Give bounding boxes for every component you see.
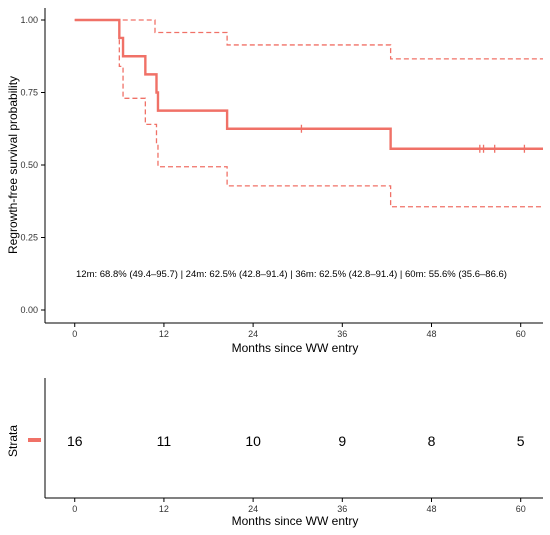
y-axis-ticks: 0.00 0.25 0.50 0.75 1.00 [20,15,45,315]
y-tick-label: 0.25 [20,233,38,243]
number-at-risk: 8 [428,433,436,449]
y-tick-label: 0.50 [20,160,38,170]
number-at-risk: 16 [67,433,83,449]
x-tick-label: 0 [72,329,77,339]
x-tick-label: 12 [159,504,169,514]
x-tick-label: 36 [337,504,347,514]
number-at-risk: 9 [338,433,346,449]
x-tick-label: 60 [516,329,526,339]
x-tick-label: 24 [248,329,258,339]
x-tick-label: 0 [72,504,77,514]
survival-estimates-annotation: 12m: 68.8% (49.4–95.7) | 24m: 62.5% (42.… [76,269,507,280]
x-axis-title: Months since WW entry [232,341,359,355]
y-tick-label: 1.00 [20,15,38,25]
upper-ci-line [74,19,543,60]
number-at-risk: 11 [157,433,172,449]
y-tick-label: 0.75 [20,88,38,98]
x-axis-ticks: 0 12 24 36 48 60 [72,323,526,339]
y-tick-label: 0.00 [20,305,38,315]
x-tick-label: 48 [426,504,436,514]
strata-legend-swatch [28,438,41,442]
lower-ci-line [74,19,543,208]
risk-table-x-axis-ticks: 0 12 24 36 48 60 [72,498,526,514]
x-tick-label: 60 [516,504,526,514]
x-tick-label: 48 [426,329,436,339]
survival-estimate-line [74,18,543,150]
number-at-risk: 10 [245,433,261,449]
risk-table-x-axis-title: Months since WW entry [232,514,359,528]
risk-table-panel: 0 12 24 36 48 60 16 11 10 9 8 5 Strata Months sinc… [6,378,543,528]
censor-marks [300,124,526,153]
number-at-risk: 5 [517,433,525,449]
x-tick-label: 12 [159,329,169,339]
confidence-interval-lines [74,19,543,208]
y-axis-title: Regrowth-free survival probability [6,76,20,254]
risk-table-y-axis-title: Strata [6,425,20,457]
number-at-risk-values: 16 11 10 9 8 5 [67,433,525,449]
x-tick-label: 36 [337,329,347,339]
survival-panel: 0.00 0.25 0.50 0.75 1.00 0 12 24 36 48 60 12m: 68… [6,8,543,355]
x-tick-label: 24 [248,504,258,514]
survival-curve [74,18,543,150]
